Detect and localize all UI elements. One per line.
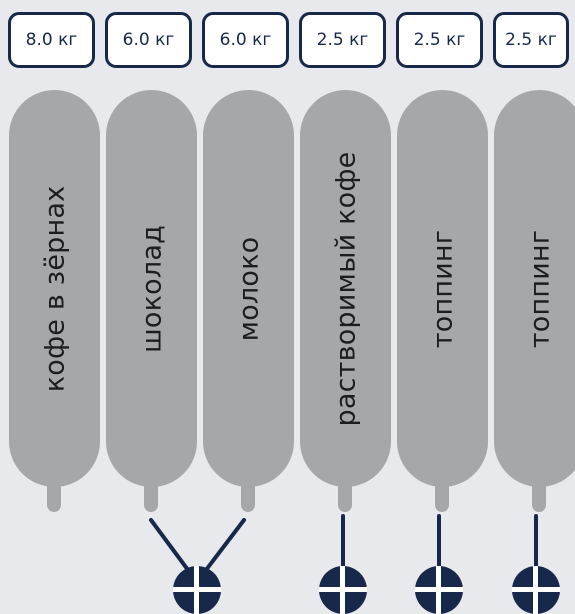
- canister-topping-2: топпинг: [494, 90, 575, 487]
- canister-coffee-beans: кофе в зёрнах: [9, 90, 100, 487]
- canister-nozzle: [338, 482, 352, 512]
- weight-badge: 6.0 кг: [202, 12, 289, 68]
- weight-badge: 2.5 кг: [493, 12, 569, 68]
- weight-badge: 2.5 кг: [299, 12, 386, 68]
- pipe: [149, 518, 190, 572]
- canister-milk: молоко: [203, 90, 294, 487]
- mixer-crosshair-icon: [415, 566, 463, 614]
- weight-label: 8.0 кг: [25, 30, 78, 50]
- weight-label: 6.0 кг: [122, 30, 175, 50]
- weight-label: 6.0 кг: [219, 30, 272, 50]
- weight-label: 2.5 кг: [505, 30, 557, 50]
- canister-topping-1: топпинг: [397, 90, 488, 487]
- weight-badge: 6.0 кг: [105, 12, 192, 68]
- mixer-crosshair-icon: [512, 566, 560, 614]
- canister-nozzle: [47, 482, 61, 512]
- canister-chocolate: шоколад: [106, 90, 197, 487]
- mixer-crosshair-icon: [319, 566, 367, 614]
- mixer-crosshair-icon: [173, 566, 221, 614]
- pipe: [204, 518, 246, 572]
- canister-instant-coffee: растворимый кофе: [300, 90, 391, 487]
- canister-nozzle: [532, 482, 546, 512]
- canister-nozzle: [144, 482, 158, 512]
- weight-badge: 2.5 кг: [396, 12, 483, 68]
- weight-badge: 8.0 кг: [8, 12, 95, 68]
- weight-label: 2.5 кг: [316, 30, 369, 50]
- canister-nozzle: [435, 482, 449, 512]
- weight-label: 2.5 кг: [413, 30, 466, 50]
- canister-nozzle: [241, 482, 255, 512]
